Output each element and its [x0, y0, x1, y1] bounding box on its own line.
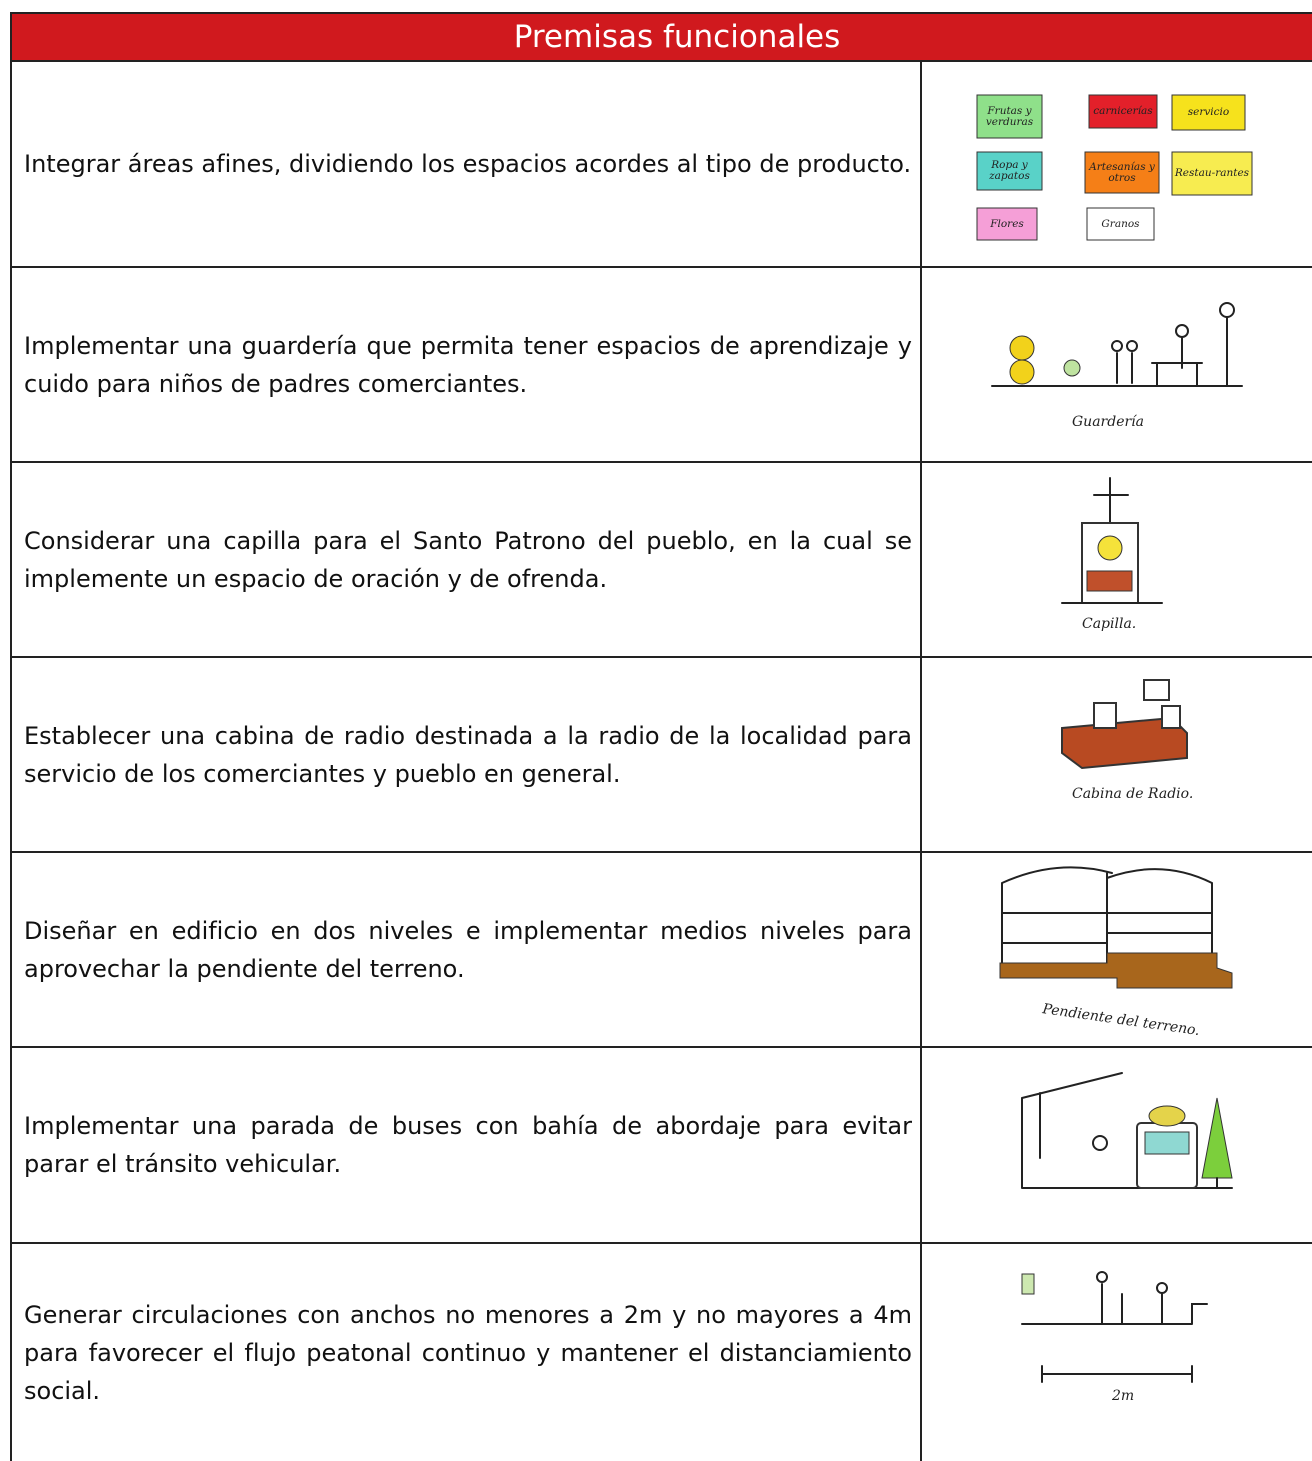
child: [1111, 340, 1123, 352]
sketch-cell: Pendiente del terreno.: [922, 853, 1312, 1046]
text-cell: Generar circulaciones con anchos no meno…: [12, 1244, 922, 1461]
person: [1096, 1271, 1108, 1283]
premise-text: Considerar una capilla para el Santo Pat…: [24, 526, 912, 593]
sketch-cell: Cabina de Radio.: [922, 658, 1312, 851]
sketch: Guardería: [991, 302, 1243, 430]
premise-text: Generar circulaciones con anchos no meno…: [24, 1300, 912, 1405]
text-cell: Considerar una capilla para el Santo Pat…: [12, 463, 922, 656]
table-row: Generar circulaciones con anchos no meno…: [10, 1244, 1312, 1461]
zone: [1086, 207, 1155, 241]
text-cell: Implementar una guardería que permita te…: [12, 268, 922, 461]
sketch-cell: Guardería: [922, 268, 1312, 461]
sketch: Frutas y verduras carnicerías servicio R…: [976, 94, 1253, 241]
sketch-label: servicio: [1187, 106, 1230, 118]
sketch-cell: Frutas y verduras carnicerías servicio R…: [922, 62, 1312, 266]
table-row: Implementar una guardería que permita te…: [10, 268, 1312, 463]
premise-text: Implementar una parada de buses con bahí…: [24, 1112, 912, 1178]
text-cell: Establecer una cabina de radio destinada…: [12, 658, 922, 851]
sketch: Cabina de Radio.: [1061, 679, 1193, 802]
sketch: Pendiente del terreno.: [999, 866, 1233, 1039]
person: [1156, 1282, 1168, 1294]
person: [1219, 302, 1235, 318]
table-row: Diseñar en edificio en dos niveles e imp…: [10, 853, 1312, 1048]
sketch-label: Guardería: [1072, 414, 1144, 430]
monitor: [1093, 702, 1117, 729]
table-row: Considerar una capilla para el Santo Pat…: [10, 463, 1312, 658]
terrain: [999, 952, 1233, 989]
text-cell: Implementar una parada de buses con bahí…: [12, 1048, 922, 1242]
sketch-label: Restau-rantes: [1174, 167, 1250, 179]
bus-window: [1144, 1131, 1190, 1155]
sketch-label: Cabina de Radio.: [1072, 786, 1193, 802]
table-header: Premisas funcionales: [10, 12, 1312, 62]
cargo: [1148, 1105, 1186, 1127]
child: [1126, 340, 1138, 352]
cross: [1093, 477, 1129, 524]
text-cell: Integrar áreas afines, dividiendo los es…: [12, 62, 922, 266]
building: [1001, 866, 1213, 964]
premise-text: Integrar áreas afines, dividiendo los es…: [24, 150, 912, 178]
table-row: Implementar una parada de buses con bahí…: [10, 1048, 1312, 1244]
zone: [1171, 94, 1246, 131]
equipment: [1161, 705, 1181, 729]
table-row: Integrar áreas afines, dividiendo los es…: [10, 62, 1312, 268]
person: [1092, 1135, 1108, 1151]
altar: [1086, 570, 1133, 592]
window: [1143, 679, 1170, 701]
sketch-cell: 2m: [922, 1244, 1312, 1461]
sketch: [1021, 1072, 1233, 1189]
zone: [1171, 151, 1253, 196]
zone: [1088, 94, 1158, 129]
section: [1021, 1283, 1208, 1383]
toy: [1009, 335, 1035, 361]
text-cell: Diseñar en edificio en dos niveles e imp…: [12, 853, 922, 1046]
sketch-label: Artesanías y otros: [1089, 160, 1155, 184]
zone: [976, 207, 1038, 241]
sketch: Capilla.: [1061, 477, 1163, 632]
bus-shelter: [1021, 1072, 1233, 1189]
sketch-label: 2m: [1111, 1388, 1134, 1404]
toy: [1009, 359, 1035, 385]
premise-text: Establecer una cabina de radio destinada…: [24, 721, 912, 788]
figures: [1116, 317, 1228, 387]
premise-text: Diseñar en edificio en dos niveles e imp…: [24, 916, 912, 983]
table-row: Establecer una cabina de radio destinada…: [10, 658, 1312, 853]
plant: [1021, 1273, 1035, 1295]
sketch-label: Capilla.: [1082, 616, 1136, 632]
zone: [976, 151, 1043, 191]
sketch-label: Pendiente del terreno.: [1040, 1001, 1200, 1039]
tree: [1201, 1097, 1233, 1179]
sketch: 2m: [1021, 1271, 1208, 1404]
zone: [1084, 151, 1160, 194]
sketch-label: Frutas y verduras: [985, 104, 1034, 128]
sketch-label: Ropa y zapatos: [989, 159, 1030, 182]
person: [1175, 324, 1189, 338]
sketch-label: carnicerías: [1093, 105, 1153, 117]
premise-text: Implementar una guardería que permita te…: [24, 331, 912, 398]
sketch-label: Flores: [990, 217, 1024, 230]
sketch-cell: Capilla.: [922, 463, 1312, 656]
zone: [976, 94, 1043, 139]
sketch-cell: [922, 1048, 1312, 1242]
halo: [1097, 535, 1123, 561]
sketch-label: Granos: [1101, 217, 1140, 230]
child: [1063, 359, 1081, 377]
